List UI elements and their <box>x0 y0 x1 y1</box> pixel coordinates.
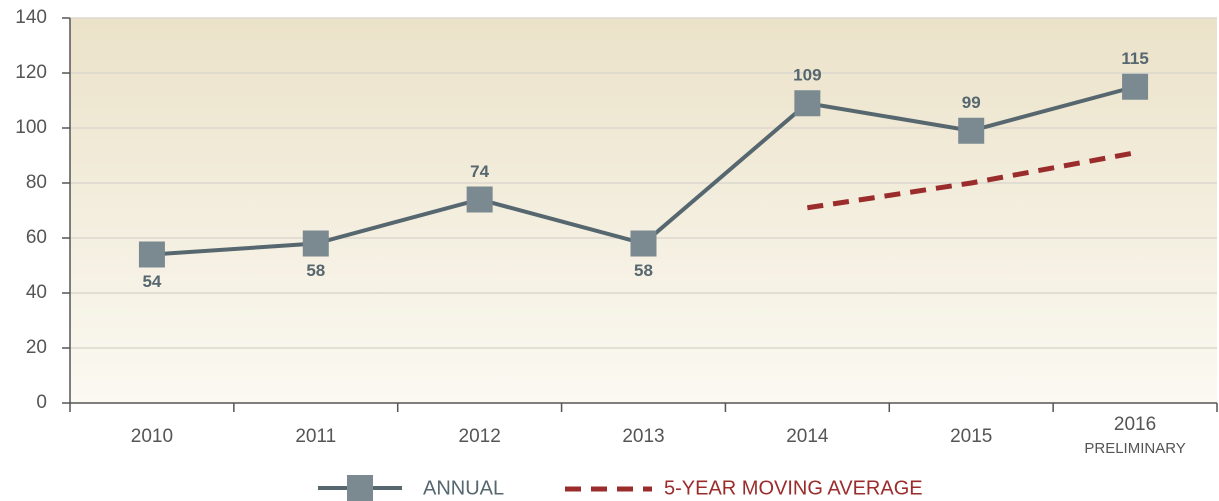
marker <box>466 186 493 213</box>
x-tick-label: 2015 <box>950 426 992 447</box>
y-tick-label: 80 <box>26 172 47 193</box>
x-tick-label: 2016 <box>1114 414 1156 435</box>
average-line <box>806 150 1136 211</box>
y-tick-label: 140 <box>15 7 47 28</box>
data-label: 115 <box>1121 49 1148 68</box>
data-label: 58 <box>306 261 325 280</box>
data-label: 58 <box>634 261 653 280</box>
y-tick-label: 100 <box>15 117 47 138</box>
marker <box>958 117 985 144</box>
data-label: 99 <box>962 93 981 112</box>
y-tick-label: 20 <box>26 337 47 358</box>
x-tick-label: 2013 <box>622 426 664 447</box>
marker <box>138 241 165 268</box>
x-tick-label: 2014 <box>786 426 829 447</box>
data-label: 54 <box>142 272 161 291</box>
y-tick-label: 60 <box>26 227 47 248</box>
x-tick-label: 2010 <box>131 426 173 447</box>
legend-label: ANNUAL <box>423 477 504 499</box>
x-tick-label: 2011 <box>295 426 336 447</box>
legend-marker <box>347 475 373 501</box>
marker <box>1122 73 1149 100</box>
legend-label: 5-YEAR MOVING AVERAGE <box>664 477 923 499</box>
plot-area <box>70 18 1217 403</box>
y-tick-label: 40 <box>26 282 47 303</box>
category-note: PRELIMINARY <box>1084 440 1185 457</box>
y-tick-label: 0 <box>36 392 47 413</box>
marker <box>794 90 821 117</box>
data-label: 109 <box>793 66 821 85</box>
data-label: 74 <box>470 162 489 181</box>
x-tick-label: 2012 <box>459 426 501 447</box>
marker <box>630 230 657 257</box>
y-tick-label: 120 <box>15 62 47 83</box>
marker <box>302 230 329 257</box>
